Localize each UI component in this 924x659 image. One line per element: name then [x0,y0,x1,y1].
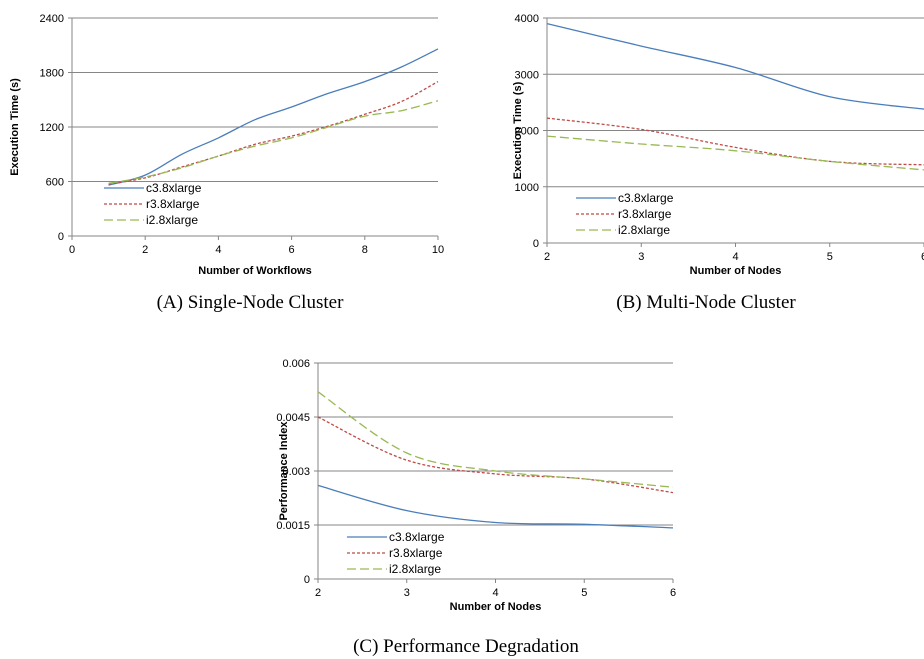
legend-label: r3.8xlarge [618,207,672,221]
y-tick-label: 600 [46,177,64,189]
legend-label: c3.8xlarge [146,181,202,195]
legend-label: c3.8xlarge [389,530,445,544]
chart-caption: (C) Performance Degradation [353,636,579,657]
x-tick-label: 5 [827,251,833,263]
y-tick-label: 1200 [40,122,64,134]
y-tick-label: 3000 [515,69,539,81]
legend-label: i2.8xlarge [389,562,441,576]
legend-label: i2.8xlarge [146,213,198,227]
series-line-r3-8xlarge [546,117,924,166]
x-tick-label: 10 [432,244,444,256]
series-line-i2-8xlarge [317,391,674,488]
legend: c3.8xlarge r3.8xlarge i2.8xlarge [576,191,674,237]
legend-label: r3.8xlarge [146,197,200,211]
chart-caption: (B) Multi-Node Cluster [616,292,796,313]
y-tick-label: 0 [533,238,539,250]
x-tick-label: 5 [581,587,587,599]
x-axis-title: Number of Nodes [690,265,782,277]
y-tick-label: 1800 [40,68,64,80]
series-line-i2-8xlarge [108,100,439,184]
legend-label: i2.8xlarge [618,223,670,237]
y-tick-label: 0.006 [282,358,310,370]
x-tick-label: 4 [492,587,498,599]
x-tick-label: 6 [921,251,924,263]
series-line-c3-8xlarge [317,484,674,529]
y-axis-title: Performance Index [278,421,290,521]
x-tick-label: 6 [289,244,295,256]
x-tick-label: 8 [362,244,368,256]
x-tick-label: 3 [404,587,410,599]
y-tick-label: 4000 [515,13,539,25]
legend-label: r3.8xlarge [389,546,443,560]
y-axis-title: Execution Time (s) [9,78,21,176]
x-axis-title: Number of Workflows [198,265,311,277]
x-axis-title: Number of Nodes [450,601,542,613]
y-tick-label: 0.0015 [276,520,310,532]
series-line-i2-8xlarge [546,135,924,171]
chart-3: 0 0.0015 0.003 0.0045 0.006 2 3 4 5 6 Number of No… [276,358,676,657]
x-tick-label: 6 [670,587,676,599]
x-tick-label: 2 [544,251,550,263]
chart-2: 0 1000 2000 3000 4000 2 3 4 5 6 Number of Nodes Exe… [512,13,924,313]
chart-caption: (A) Single-Node Cluster [157,292,344,313]
x-tick-label: 0 [69,244,75,256]
y-tick-label: 1000 [515,182,539,194]
y-tick-label: 0 [304,574,310,586]
x-tick-label: 2 [142,244,148,256]
legend-label: c3.8xlarge [618,191,674,205]
legend: c3.8xlarge r3.8xlarge i2.8xlarge [104,181,202,227]
legend: c3.8xlarge r3.8xlarge i2.8xlarge [347,530,445,576]
series-line-c3-8xlarge [546,22,924,110]
y-tick-label: 0.0045 [276,412,310,424]
y-tick-label: 0 [58,231,64,243]
y-tick-label: 2000 [515,126,539,138]
y-tick-label: 2400 [40,13,64,25]
x-tick-label: 4 [732,251,738,263]
x-tick-label: 3 [638,251,644,263]
x-tick-label: 4 [215,244,221,256]
series-line-c3-8xlarge [108,48,439,186]
chart-1: 0 600 1200 1800 2400 0 2 4 6 8 10 Number of Workflo… [9,13,444,313]
y-tick-label: 0.003 [282,466,310,478]
x-tick-label: 2 [315,587,321,599]
y-axis-title: Execution Time (s) [512,81,524,179]
series-line-r3-8xlarge [317,416,674,494]
